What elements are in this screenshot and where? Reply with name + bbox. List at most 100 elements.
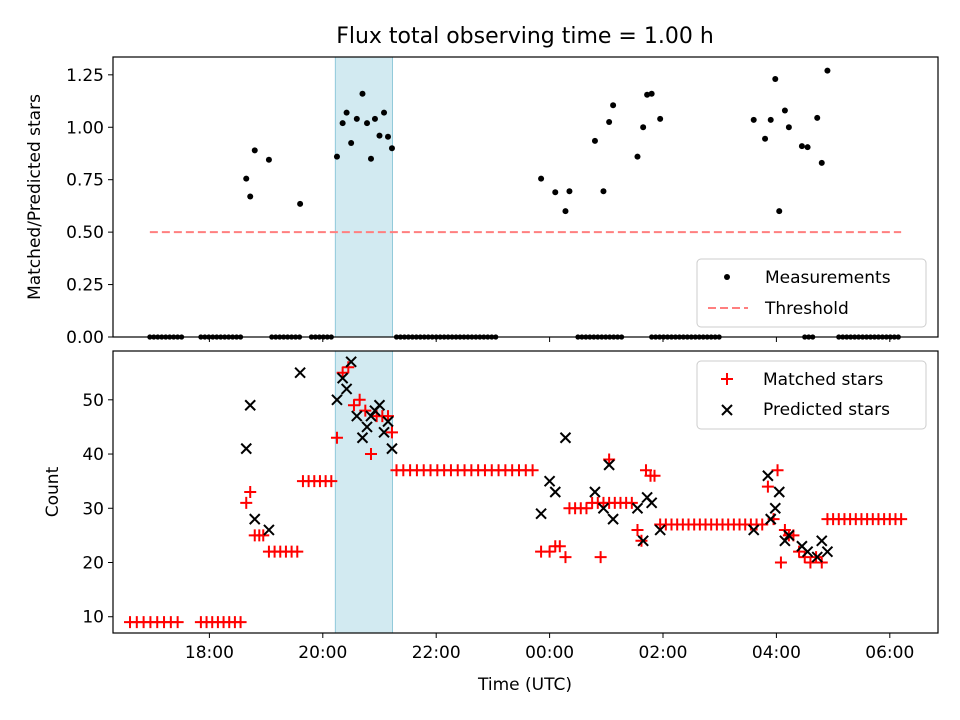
- predicted-star-point: [340, 383, 353, 395]
- matched-star-point: [171, 616, 184, 629]
- measurement-point: [364, 120, 371, 127]
- measurement-point: [359, 90, 366, 97]
- matched-star-point: [385, 426, 398, 439]
- predicted-star-point: [535, 507, 547, 520]
- measurement-point: [566, 188, 573, 195]
- bottom-y-tick-label: 40: [82, 445, 104, 465]
- matched-star-point: [635, 534, 648, 547]
- predicted-star-point: [762, 470, 774, 482]
- predicted-star-point: [773, 486, 785, 498]
- matched-star-point: [257, 529, 270, 542]
- predicted-star-point: [378, 426, 390, 439]
- measurement-point: [804, 144, 811, 151]
- matched-star-point: [648, 469, 661, 482]
- matched-star-point: [631, 523, 644, 536]
- x-tick-label: 06:00: [865, 643, 914, 663]
- bottom-legend: Matched stars Predicted stars: [696, 360, 927, 430]
- measurement-point: [785, 124, 792, 131]
- matched-star-point: [364, 448, 377, 461]
- measurement-point: [333, 153, 340, 160]
- measurement-point: [644, 91, 651, 98]
- matched-star-point: [761, 480, 774, 493]
- measurement-point: [297, 200, 304, 207]
- predicted-star-point: [765, 513, 777, 525]
- bottom-highlight-span: [334, 350, 393, 634]
- predicted-star-point: [631, 502, 644, 514]
- measurement-point: [781, 107, 788, 114]
- measurement-point: [251, 147, 258, 154]
- bottom-y-tick-label: 10: [82, 608, 104, 628]
- top-y-axis-label: Matched/Predicted stars: [25, 94, 45, 300]
- measurement-point: [591, 137, 598, 144]
- predicted-star-point: [543, 475, 556, 487]
- matched-star-point: [526, 464, 539, 477]
- matched-star-point: [347, 399, 360, 412]
- measurement-point: [606, 119, 613, 126]
- predicted-star-point: [821, 545, 834, 558]
- matched-star-point: [594, 551, 607, 564]
- predicted-star-point: [549, 486, 561, 498]
- matched-star-point: [291, 545, 304, 558]
- measurement-point: [772, 76, 779, 83]
- measurement-point: [552, 189, 559, 196]
- measurement-point: [376, 132, 383, 139]
- bottom-y-tick-label: 20: [82, 554, 104, 574]
- matched-star-point: [603, 453, 616, 466]
- top-legend-box: [696, 258, 927, 328]
- matched-star-point: [244, 486, 257, 498]
- predicted-star-point: [645, 497, 658, 509]
- measurement-point: [371, 115, 378, 122]
- predicted-star-point: [801, 545, 814, 558]
- top-y-tick-label: 1.00: [66, 118, 104, 138]
- predicted-star-point: [748, 524, 760, 536]
- measurement-point: [381, 109, 388, 116]
- matched-star-point: [382, 410, 394, 423]
- predicted-star-point: [386, 442, 398, 455]
- predicted-star-point: [351, 410, 363, 422]
- predicted-star-point: [589, 486, 601, 498]
- measurement-point: [562, 208, 569, 215]
- predicted-star-point: [811, 551, 823, 563]
- measurement-point: [750, 116, 757, 123]
- matched-star-point: [580, 502, 593, 515]
- predicted-star-point: [365, 410, 377, 422]
- predicted-star-point: [783, 529, 795, 542]
- measurement-point: [762, 135, 769, 142]
- measurement-point: [348, 139, 355, 146]
- matched-star-point: [804, 556, 817, 569]
- top-y-tick-label: 0.25: [66, 276, 104, 296]
- top-y-tick-label: 0.75: [66, 171, 104, 191]
- matched-star-point: [330, 431, 343, 444]
- legend-measurements-label: Measurements: [765, 268, 891, 288]
- matched-star-point: [240, 496, 253, 509]
- bottom-y-tick-label: 50: [82, 391, 104, 411]
- measurement-point: [339, 120, 346, 127]
- predicted-star-point: [249, 513, 261, 525]
- measurement-point: [265, 156, 272, 163]
- predicted-star-point: [294, 366, 306, 379]
- matched-star-point: [625, 496, 638, 509]
- measurement-point: [824, 67, 831, 74]
- measurement-point: [648, 90, 655, 97]
- predicted-star-point: [816, 535, 828, 547]
- legend-predicted-label: Predicted stars: [763, 400, 890, 420]
- top-panel: Flux total observing time = 1.00 h Match…: [25, 24, 939, 348]
- measurement-point: [343, 109, 350, 116]
- measurement-point: [600, 188, 607, 195]
- legend-threshold-label: Threshold: [764, 299, 849, 319]
- measurement-point: [776, 208, 783, 215]
- top-y-tick-label: 0.00: [66, 328, 104, 348]
- measurement-point: [243, 175, 250, 182]
- matched-star-point: [543, 545, 556, 558]
- predicted-star-point: [597, 502, 610, 514]
- measurement-point: [640, 124, 647, 131]
- top-chart-title: Flux total observing time = 1.00 h: [336, 24, 714, 49]
- x-axis-label: Time (UTC): [477, 675, 572, 695]
- predicted-star-point: [637, 535, 649, 547]
- x-tick-label: 22:00: [412, 643, 461, 663]
- predicted-star-point: [603, 459, 615, 471]
- predicted-star-point: [769, 502, 781, 514]
- predicted-star-point: [382, 415, 394, 428]
- measurement-point: [634, 153, 641, 160]
- predicted-star-point: [345, 356, 357, 368]
